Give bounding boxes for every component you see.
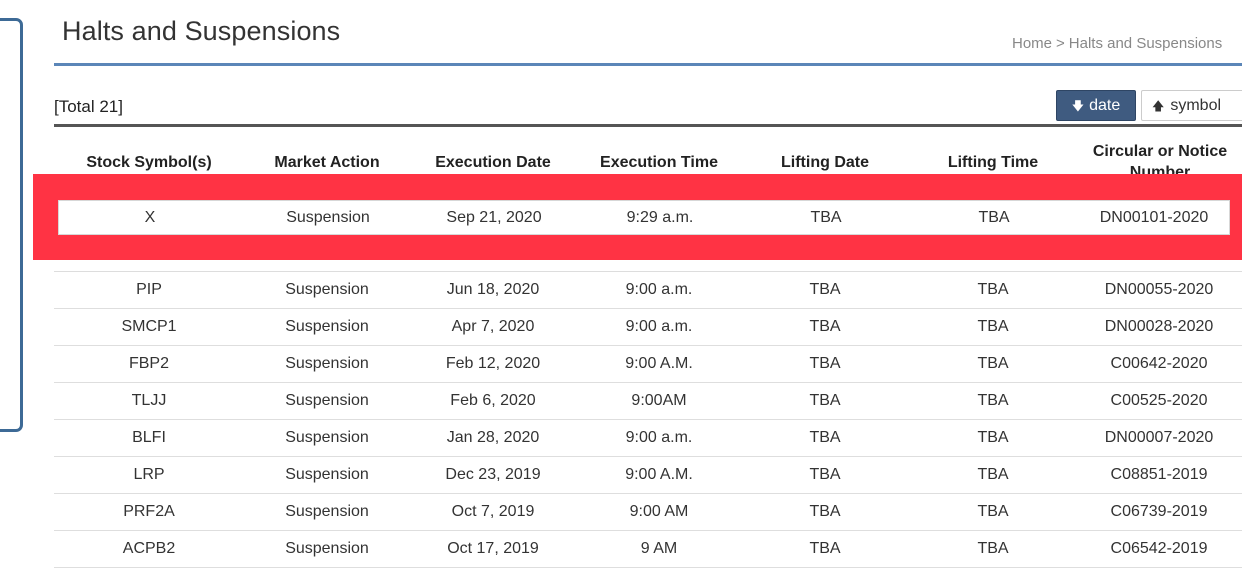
cell-symbol: ACPB2 [122,540,176,557]
cell-symbol: LRP [133,466,165,483]
cell-execution-time: 9:00 a.m. [625,318,693,335]
cell-lifting-date: TBA [810,208,842,226]
cell-lifting-time: TBA [977,281,1009,298]
column-header-market-action[interactable]: Market Action [274,153,380,171]
breadcrumb: Home > Halts and Suspensions [1012,35,1222,52]
cell-market-action: Suspension [285,355,369,372]
table-row[interactable]: PRF2A Suspension Oct 7, 2019 9:00 AM TBA TBA C… [54,494,1242,531]
sort-by-date-button[interactable]: 🡇 date [1056,90,1136,121]
cell-execution-date: Feb 6, 2020 [450,392,536,409]
cell-lifting-time: TBA [977,429,1009,446]
cell-market-action: Suspension [285,429,369,446]
table-row[interactable]: LRP Suspension Dec 23, 2019 9:00 A.M. TBA TBA… [54,457,1242,494]
cell-symbol: PRF2A [123,503,175,520]
cell-lifting-time: TBA [977,392,1009,409]
breadcrumb-home-link[interactable]: Home [1012,35,1053,52]
cell-circular-number: C00525-2020 [1110,392,1208,409]
cell-lifting-time: TBA [977,503,1009,520]
cell-lifting-date: TBA [809,540,841,557]
page-title: Halts and Suspensions [62,16,341,46]
cell-market-action: Suspension [286,208,370,226]
column-header-lifting-date[interactable]: Lifting Date [781,153,869,171]
cell-execution-time: 9:00AM [631,392,687,409]
cell-execution-date: Feb 12, 2020 [445,355,541,372]
cell-execution-date: Jun 18, 2020 [446,281,540,298]
title-divider [54,63,1242,66]
cell-market-action: Suspension [285,540,369,557]
cell-execution-time: 9:29 a.m. [626,208,694,226]
cell-lifting-time: TBA [978,208,1010,226]
table-row[interactable]: PIP Suspension Jun 18, 2020 9:00 a.m. TBA TBA… [54,272,1242,309]
sidebar-panel [0,18,23,432]
sort-date-label: date [1089,96,1121,114]
cell-execution-time: 9:00 AM [629,503,689,520]
cell-symbol: TLJJ [131,392,167,409]
cell-lifting-time: TBA [977,318,1009,335]
cell-symbol: BLFI [132,429,166,446]
cell-lifting-time: TBA [977,355,1009,372]
cell-circular-number: DN00101-2020 [1099,208,1209,226]
cell-execution-time: 9:00 a.m. [625,281,693,298]
cell-lifting-date: TBA [809,355,841,372]
cell-execution-date: Oct 7, 2019 [451,503,535,520]
arrow-down-icon: 🡇 [1071,98,1085,113]
arrow-up-icon: 🡅 [1152,98,1165,113]
cell-execution-date: Sep 21, 2020 [446,208,542,226]
cell-symbol: PIP [136,281,162,298]
table-row[interactable]: ACPB2 Suspension Oct 17, 2019 9 AM TBA TBA C06… [54,531,1242,568]
cell-execution-time: 9 AM [640,540,678,557]
table-row[interactable]: SMCP1 Suspension Apr 7, 2020 9:00 a.m. TBA TB… [54,309,1242,346]
table-header: Stock Symbol(s) Market Action Execution … [54,127,1242,197]
cell-lifting-date: TBA [809,318,841,335]
table-row[interactable]: BLFI Suspension Jan 28, 2020 9:00 a.m. TBA TB… [54,420,1242,457]
sort-by-symbol-button[interactable]: 🡅 symbol [1141,90,1242,121]
cell-symbol: SMCP1 [121,318,177,335]
column-header-circular-number[interactable]: Circular or Notice Number [1092,143,1228,174]
total-count: [Total 21] [54,97,123,116]
partially-hidden-row [54,260,1242,272]
cell-execution-time: 9:00 a.m. [625,429,693,446]
cell-circular-number: C08851-2019 [1110,466,1208,483]
cell-execution-time: 9:00 A.M. [625,466,693,483]
column-header-execution-date[interactable]: Execution Date [435,153,551,171]
cell-lifting-time: TBA [977,466,1009,483]
cell-execution-date: Jan 28, 2020 [446,429,540,446]
cell-execution-date: Dec 23, 2019 [445,466,541,483]
table-top-border [54,124,1242,127]
breadcrumb-current: Halts and Suspensions [1068,35,1223,52]
column-header-lifting-time[interactable]: Lifting Time [947,153,1039,171]
table-row[interactable]: FBP2 Suspension Feb 12, 2020 9:00 A.M. TBA TB… [54,346,1242,383]
sort-symbol-label: symbol [1170,96,1222,114]
cell-lifting-date: TBA [809,429,841,446]
cell-circular-number: DN00028-2020 [1104,318,1214,335]
cell-market-action: Suspension [285,503,369,520]
column-header-stock-symbol[interactable]: Stock Symbol(s) [86,153,212,171]
cell-market-action: Suspension [285,281,369,298]
cell-symbol: FBP2 [128,355,169,372]
cell-lifting-date: TBA [809,392,841,409]
highlighted-table-row[interactable]: X Suspension Sep 21, 2020 9:29 a.m. TBA … [58,200,1230,235]
cell-lifting-date: TBA [809,466,841,483]
breadcrumb-separator: > [1056,35,1065,52]
cell-circular-number: DN00055-2020 [1104,281,1214,298]
cell-execution-time: 9:00 A.M. [625,355,693,372]
table-row[interactable]: TLJJ Suspension Feb 6, 2020 9:00AM TBA TBA C00… [54,383,1242,420]
cell-market-action: Suspension [285,466,369,483]
cell-circular-number: C06542-2019 [1110,540,1208,557]
cell-symbol: X [144,208,156,226]
cell-circular-number: C06739-2019 [1110,503,1208,520]
cell-circular-number: C00642-2020 [1110,355,1208,372]
cell-execution-date: Oct 17, 2019 [447,540,539,557]
cell-lifting-time: TBA [977,540,1009,557]
column-header-execution-time[interactable]: Execution Time [600,153,718,171]
cell-circular-number: DN00007-2020 [1104,429,1214,446]
cell-execution-date: Apr 7, 2020 [451,318,535,335]
cell-lifting-date: TBA [809,503,841,520]
cell-market-action: Suspension [285,392,369,409]
cell-lifting-date: TBA [809,281,841,298]
cell-market-action: Suspension [285,318,369,335]
